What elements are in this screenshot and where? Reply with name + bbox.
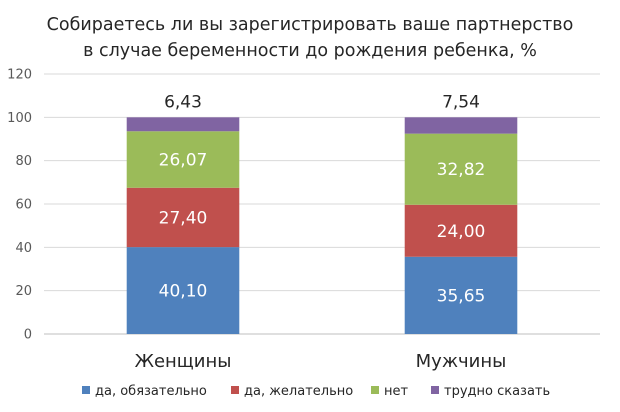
bar-segment <box>126 247 240 334</box>
legend: да, обязательно да, желательно нет трудно с… <box>82 384 550 399</box>
chart-title-line-2: в случае беременности до рождения ребенк… <box>83 41 537 61</box>
legend-label: да, желательно <box>244 384 353 399</box>
bar-segment <box>404 117 518 134</box>
x-category-label: Мужчины <box>416 351 507 372</box>
x-axis: Женщины Мужчины <box>135 351 507 372</box>
y-axis: 0 20 40 60 80 100 120 <box>7 68 32 343</box>
legend-swatch <box>82 386 90 394</box>
data-label: 40,10 <box>159 282 208 302</box>
legend-label: да, обязательно <box>95 384 207 399</box>
chart-title-line-1: Собираетесь ли вы зарегистрировать ваше … <box>47 15 574 35</box>
legend-swatch <box>431 386 439 394</box>
bar-segment <box>404 204 518 257</box>
legend-label: нет <box>384 384 408 399</box>
data-label: 35,65 <box>437 286 486 306</box>
bars: 40,10 27,40 26,07 6,43 35,65 24,00 32,82 7,54 <box>126 92 518 334</box>
data-label: 7,54 <box>442 92 480 112</box>
bar-segment <box>126 131 240 188</box>
y-tick-label: 120 <box>7 68 32 83</box>
data-label: 24,00 <box>437 222 486 242</box>
bar-segment <box>126 117 240 132</box>
bar-segment <box>404 256 518 334</box>
data-label: 6,43 <box>164 92 202 112</box>
legend-swatch <box>371 386 379 394</box>
y-tick-label: 0 <box>24 328 32 343</box>
bar-segment <box>404 133 518 205</box>
y-tick-label: 60 <box>15 198 32 213</box>
y-tick-label: 80 <box>15 154 32 169</box>
x-category-label: Женщины <box>135 351 232 372</box>
legend-label: трудно сказать <box>444 384 550 399</box>
bar-segment <box>126 187 240 248</box>
data-label: 26,07 <box>159 151 208 171</box>
data-label: 32,82 <box>437 160 486 180</box>
legend-swatch <box>231 386 239 394</box>
y-tick-label: 40 <box>15 241 32 256</box>
y-tick-label: 20 <box>15 284 32 299</box>
y-tick-label: 100 <box>7 111 32 126</box>
data-label: 27,40 <box>159 208 208 228</box>
